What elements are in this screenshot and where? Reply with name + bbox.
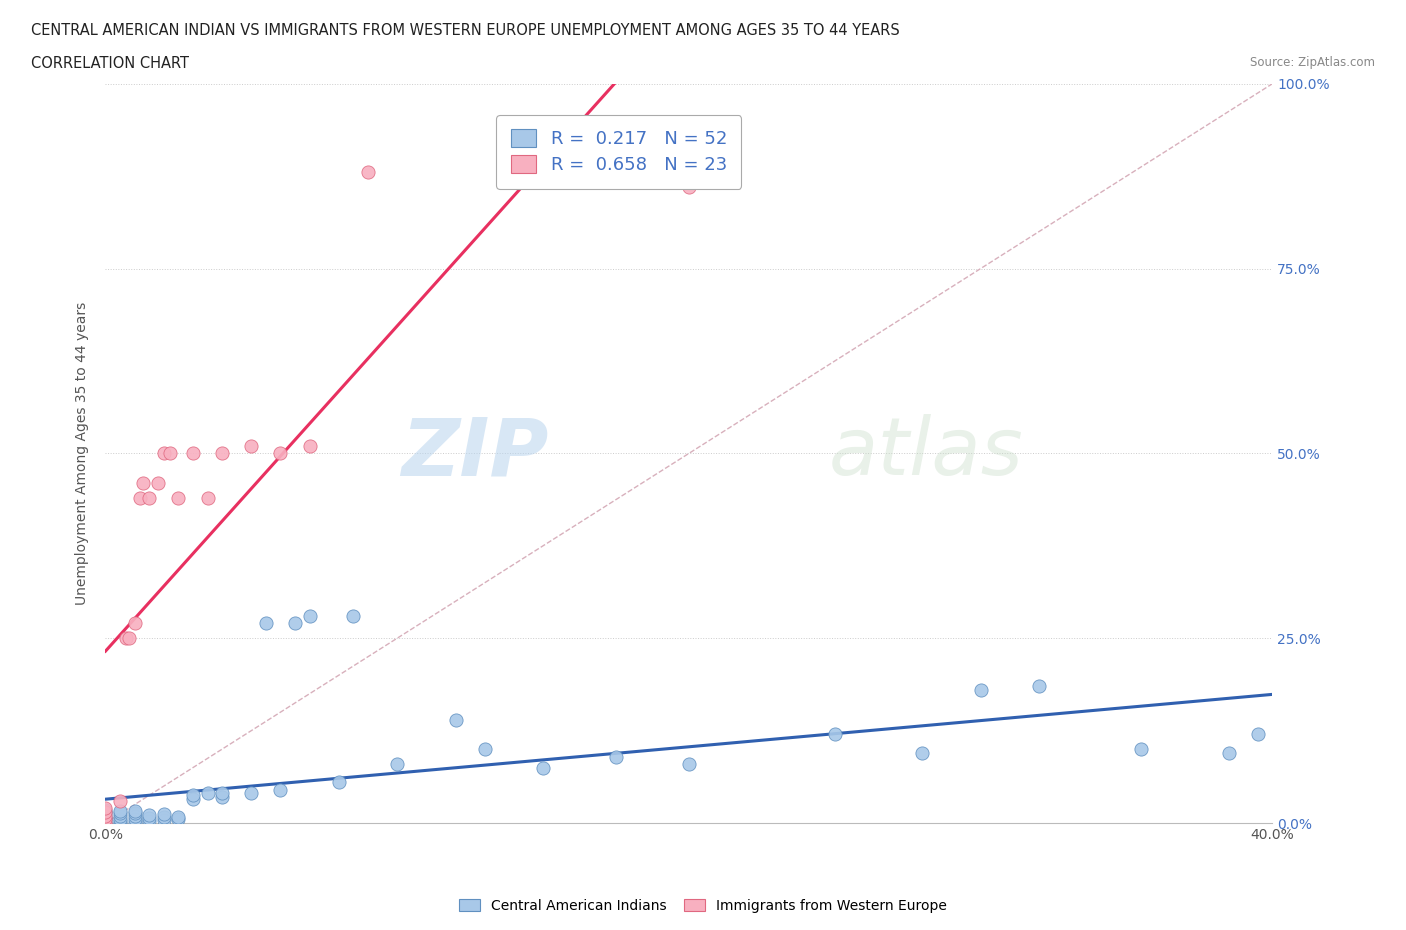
Point: [94, 806, 117, 821]
Point: [1028, 679, 1050, 694]
Point: [94, 804, 117, 819]
Point: [269, 446, 292, 461]
Legend: R =  0.217   N = 52, R =  0.658   N = 23: R = 0.217 N = 52, R = 0.658 N = 23: [496, 115, 741, 189]
Point: [240, 439, 263, 454]
Point: [298, 439, 321, 454]
Point: [328, 775, 350, 790]
Point: [118, 631, 141, 645]
Point: [108, 793, 131, 808]
Point: [269, 782, 292, 797]
Point: [678, 756, 700, 771]
Point: [146, 475, 169, 490]
Point: [342, 608, 364, 623]
Point: [474, 742, 496, 757]
Legend: Central American Indians, Immigrants from Western Europe: Central American Indians, Immigrants fro…: [454, 894, 952, 919]
Point: [181, 788, 204, 803]
Point: [1247, 727, 1270, 742]
Point: [108, 804, 131, 818]
Point: [298, 608, 321, 623]
Point: [94, 808, 117, 823]
Point: [181, 446, 204, 461]
Point: [124, 616, 146, 631]
Point: [108, 808, 131, 823]
Point: [211, 786, 233, 801]
Point: [115, 631, 138, 645]
Point: [1130, 742, 1153, 757]
Point: [531, 760, 554, 775]
Point: [167, 810, 190, 825]
Point: [138, 807, 160, 822]
Text: ZIP: ZIP: [402, 415, 548, 492]
Point: [605, 749, 627, 764]
Point: [94, 808, 117, 823]
Point: [167, 812, 190, 827]
Point: [678, 179, 700, 194]
Text: CORRELATION CHART: CORRELATION CHART: [31, 56, 188, 71]
Point: [94, 810, 117, 825]
Point: [138, 490, 160, 505]
Point: [124, 804, 146, 818]
Point: [357, 165, 380, 179]
Point: [94, 803, 117, 817]
Point: [153, 446, 174, 461]
Point: [94, 812, 117, 827]
Point: [969, 683, 991, 698]
Point: [129, 490, 152, 505]
Point: [124, 806, 146, 821]
Point: [138, 810, 160, 825]
Point: [138, 814, 160, 829]
Point: [284, 616, 307, 631]
Point: [94, 814, 117, 829]
Point: [94, 816, 117, 830]
Point: [159, 446, 181, 461]
Point: [124, 814, 146, 829]
Point: [153, 806, 174, 821]
Point: [153, 813, 174, 828]
Point: [911, 745, 934, 760]
Point: [211, 790, 233, 804]
Point: [254, 616, 277, 631]
Y-axis label: Unemployment Among Ages 35 to 44 years: Unemployment Among Ages 35 to 44 years: [76, 301, 90, 605]
Point: [108, 816, 131, 830]
Point: [167, 490, 190, 505]
Point: [181, 791, 204, 806]
Point: [108, 811, 131, 826]
Text: Source: ZipAtlas.com: Source: ZipAtlas.com: [1250, 56, 1375, 69]
Point: [108, 814, 131, 829]
Text: atlas: atlas: [830, 415, 1024, 492]
Point: [824, 727, 846, 742]
Point: [385, 756, 408, 771]
Point: [94, 812, 117, 827]
Point: [1218, 745, 1240, 760]
Point: [197, 786, 219, 801]
Point: [444, 712, 467, 727]
Point: [240, 786, 263, 801]
Point: [124, 809, 146, 824]
Point: [94, 816, 117, 830]
Point: [94, 804, 117, 819]
Point: [108, 806, 131, 821]
Point: [197, 490, 219, 505]
Point: [94, 801, 117, 816]
Point: [124, 812, 146, 827]
Point: [211, 446, 233, 461]
Point: [153, 810, 174, 825]
Point: [132, 475, 155, 490]
Text: CENTRAL AMERICAN INDIAN VS IMMIGRANTS FROM WESTERN EUROPE UNEMPLOYMENT AMONG AGE: CENTRAL AMERICAN INDIAN VS IMMIGRANTS FR…: [31, 23, 900, 38]
